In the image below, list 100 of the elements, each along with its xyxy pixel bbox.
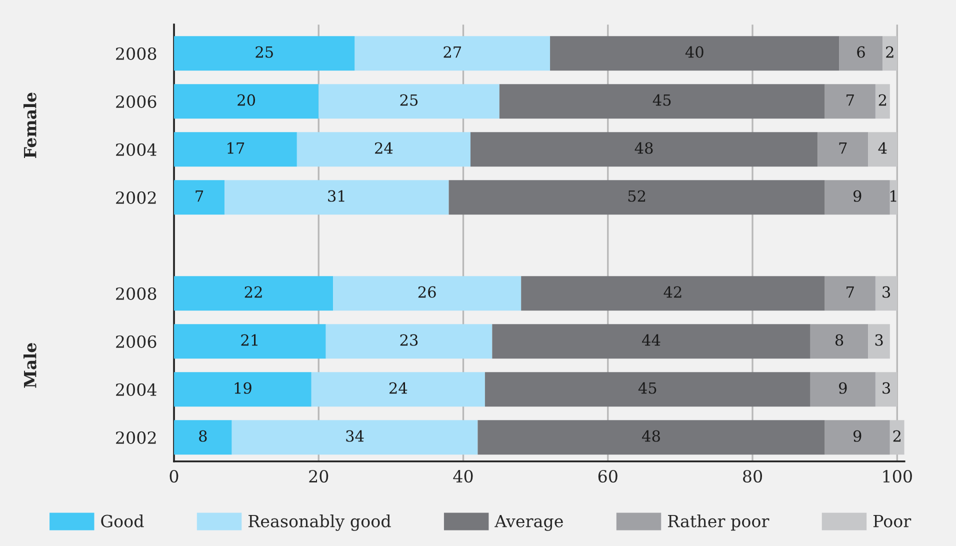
data-label: 45 bbox=[638, 382, 656, 394]
data-label: 45 bbox=[652, 94, 671, 106]
bar bbox=[810, 324, 868, 359]
data-label: 44 bbox=[642, 334, 660, 346]
bar bbox=[296, 132, 470, 167]
data-label: 7 bbox=[196, 190, 204, 202]
data-label: 7 bbox=[839, 142, 847, 154]
bar bbox=[478, 420, 825, 455]
data-label: 48 bbox=[642, 430, 660, 442]
y-tick-label: 2006 bbox=[116, 95, 156, 108]
data-label: 42 bbox=[664, 286, 682, 298]
data-label: 7 bbox=[846, 94, 854, 106]
y-tick-label: 2002 bbox=[116, 191, 156, 204]
data-label: 20 bbox=[238, 94, 256, 106]
text: Female bbox=[24, 92, 36, 158]
data-label: 3 bbox=[882, 286, 890, 298]
data-label: 26 bbox=[418, 286, 436, 298]
bar bbox=[824, 420, 890, 455]
bar bbox=[326, 324, 492, 359]
data-label: 17 bbox=[228, 142, 244, 154]
y-tick-label: 2004 bbox=[116, 383, 156, 396]
bar bbox=[174, 180, 225, 215]
data-label: 2 bbox=[886, 46, 894, 58]
bar bbox=[224, 180, 449, 215]
data-label: 2 bbox=[878, 94, 886, 106]
x-tick-label: 100 bbox=[883, 470, 912, 483]
legend-label: Poor bbox=[873, 515, 912, 528]
bar bbox=[318, 84, 500, 119]
text: Male bbox=[24, 343, 36, 388]
data-label: 4 bbox=[878, 142, 887, 154]
data-label: 2 bbox=[893, 430, 901, 442]
x-tick-label: 80 bbox=[743, 470, 762, 483]
legend-label: Reasonably good bbox=[248, 514, 391, 531]
bar bbox=[333, 276, 522, 311]
data-label: 48 bbox=[634, 142, 653, 154]
bar bbox=[484, 372, 810, 407]
bar bbox=[174, 132, 297, 167]
bar bbox=[492, 324, 810, 359]
legend-label: Good bbox=[101, 514, 144, 528]
data-label: 24 bbox=[389, 382, 408, 394]
data-label: 7 bbox=[846, 286, 854, 298]
bar bbox=[311, 372, 485, 407]
bar bbox=[174, 420, 232, 455]
data-label: 21 bbox=[241, 334, 258, 346]
data-label: 52 bbox=[628, 190, 646, 202]
data-label: 22 bbox=[244, 286, 262, 298]
y-tick-label: 2008 bbox=[116, 47, 156, 60]
data-label: 31 bbox=[328, 190, 344, 202]
data-label: 34 bbox=[346, 430, 364, 442]
y-tick-label: 2008 bbox=[116, 287, 156, 300]
data-label: 9 bbox=[853, 190, 862, 202]
data-label: 3 bbox=[875, 334, 883, 346]
bar bbox=[448, 180, 825, 215]
bar bbox=[174, 372, 312, 407]
data-label: 24 bbox=[375, 142, 393, 154]
bar bbox=[875, 84, 890, 119]
bar bbox=[810, 372, 876, 407]
y-tick-label: 2006 bbox=[116, 335, 156, 348]
bar bbox=[824, 276, 876, 311]
bar bbox=[499, 84, 825, 119]
data-label: 6 bbox=[857, 46, 865, 58]
bar bbox=[550, 36, 840, 71]
data-label: 25 bbox=[256, 46, 273, 58]
bar bbox=[470, 132, 818, 167]
bar bbox=[174, 84, 319, 119]
x-tick-label: 60 bbox=[598, 470, 618, 483]
data-label: 9 bbox=[839, 382, 847, 394]
bar bbox=[818, 132, 868, 167]
data-label: 1 bbox=[890, 190, 896, 202]
bar bbox=[232, 420, 478, 455]
bar bbox=[839, 36, 883, 71]
bar bbox=[354, 36, 550, 71]
y-tick-label: 2004 bbox=[116, 143, 156, 156]
bar bbox=[174, 276, 334, 311]
data-label: 40 bbox=[685, 46, 704, 58]
bar bbox=[174, 324, 326, 359]
bar bbox=[875, 372, 898, 407]
data-label: 25 bbox=[400, 94, 418, 106]
y-tick-label: 2002 bbox=[116, 431, 156, 444]
legend-label: Average bbox=[494, 515, 563, 531]
bar bbox=[890, 420, 904, 455]
bar bbox=[868, 324, 890, 359]
data-label: 27 bbox=[444, 46, 462, 58]
bar bbox=[174, 36, 355, 71]
data-label: 19 bbox=[234, 382, 252, 394]
data-label: 9 bbox=[853, 430, 862, 442]
data-label: 23 bbox=[400, 334, 418, 346]
data-label: 8 bbox=[835, 334, 844, 346]
x-tick-label: 0 bbox=[170, 470, 178, 483]
bar bbox=[882, 36, 898, 71]
x-tick-label: 40 bbox=[453, 470, 473, 483]
data-label: 3 bbox=[882, 382, 890, 394]
bar bbox=[875, 276, 898, 311]
x-tick-label: 20 bbox=[309, 470, 328, 483]
data-label: 8 bbox=[199, 430, 207, 442]
bar bbox=[824, 180, 890, 215]
bar bbox=[521, 276, 825, 311]
bar bbox=[868, 132, 898, 167]
bar bbox=[824, 84, 876, 119]
legend-label: Rather poor bbox=[668, 514, 770, 531]
